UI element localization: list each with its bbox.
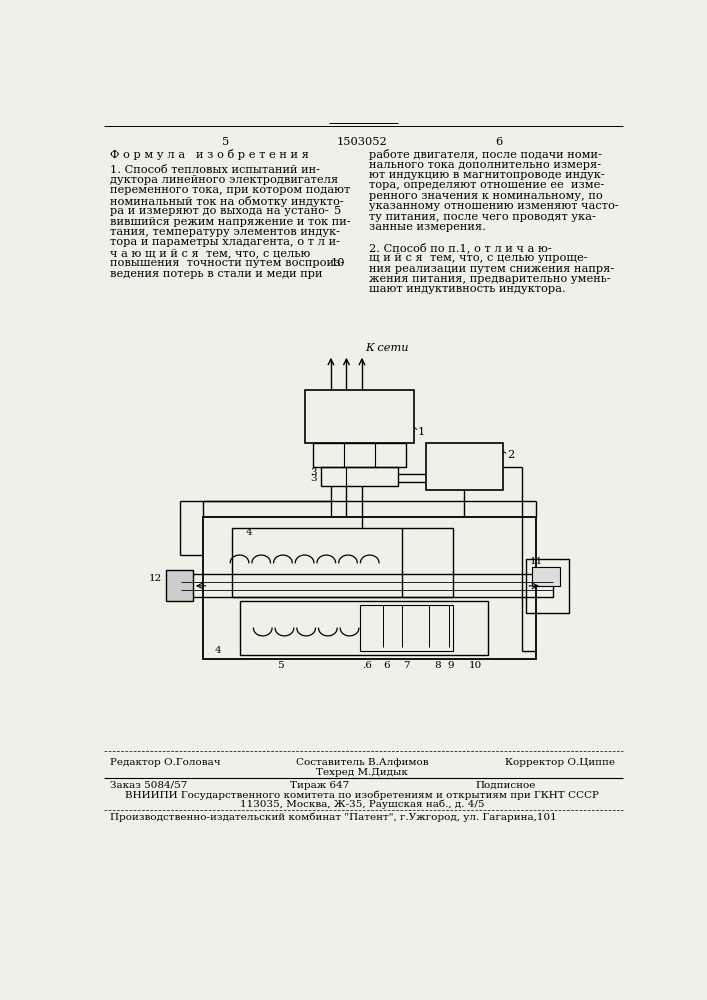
- Bar: [305, 389, 414, 443]
- Text: 5: 5: [222, 137, 229, 147]
- Text: указанному отношению изменяют часто-: указанному отношению изменяют часто-: [369, 201, 619, 211]
- Bar: [182, 574, 554, 597]
- Text: 7: 7: [403, 661, 409, 670]
- Text: Заказ 5084/57: Заказ 5084/57: [110, 781, 187, 790]
- Text: дуктора линейного электродвигателя: дуктора линейного электродвигателя: [110, 175, 339, 185]
- Text: щ и й с я  тем, что, с целью упроще-: щ и й с я тем, что, с целью упроще-: [369, 253, 588, 263]
- Bar: [321, 466, 398, 486]
- Bar: [166, 570, 193, 601]
- Text: Тираж 647: Тираж 647: [290, 781, 349, 790]
- Text: ч а ю щ и й с я  тем, что, с целью: ч а ю щ и й с я тем, что, с целью: [110, 248, 310, 258]
- Text: 3: 3: [310, 468, 317, 477]
- Text: Производственно-издательский комбинат "Патент", г.Ужгород, ул. Гагарина,101: Производственно-издательский комбинат "П…: [110, 813, 557, 822]
- Text: тора, определяют отношение ее  изме-: тора, определяют отношение ее изме-: [369, 180, 604, 190]
- Text: тания, температуру элементов индук-: тания, температуру элементов индук-: [110, 227, 340, 237]
- Text: вившийся режим напряжение и ток пи-: вившийся режим напряжение и ток пи-: [110, 217, 351, 227]
- Text: ния реализации путем снижения напря-: ния реализации путем снижения напря-: [369, 264, 614, 274]
- Bar: [426, 443, 503, 490]
- Text: ту питания, после чего проводят ука-: ту питания, после чего проводят ука-: [369, 212, 596, 222]
- Text: 1: 1: [418, 427, 425, 437]
- Text: номинальный ток на обмотку индукто-: номинальный ток на обмотку индукто-: [110, 196, 344, 207]
- Text: ВНИИПИ Государственного комитета по изобретениям и открытиям при ГКНТ СССР: ВНИИПИ Государственного комитета по изоб…: [125, 791, 599, 800]
- Bar: [360, 605, 452, 651]
- Text: 2. Способ по п.1, о т л и ч а ю-: 2. Способ по п.1, о т л и ч а ю-: [369, 243, 551, 254]
- Text: переменного тока, при котором подают: переменного тока, при котором подают: [110, 185, 351, 195]
- Text: 1. Способ тепловых испытаний ин-: 1. Способ тепловых испытаний ин-: [110, 165, 320, 175]
- Text: 6: 6: [496, 137, 503, 147]
- Text: 9: 9: [448, 661, 455, 670]
- Text: ют индукцию в магнитопроводе индук-: ют индукцию в магнитопроводе индук-: [369, 170, 604, 180]
- Text: 4: 4: [246, 528, 252, 537]
- Text: Техред М.Дидык: Техред М.Дидык: [316, 768, 408, 777]
- Text: 6: 6: [383, 661, 390, 670]
- Text: работе двигателя, после подачи номи-: работе двигателя, после подачи номи-: [369, 149, 602, 160]
- Text: повышения  точности путем воспроиз-: повышения точности путем воспроиз-: [110, 258, 344, 268]
- Text: К сети: К сети: [365, 343, 409, 353]
- Text: тора и параметры хладагента, о т л и-: тора и параметры хладагента, о т л и-: [110, 237, 340, 247]
- Text: 12: 12: [148, 574, 162, 583]
- Text: Составитель В.Алфимов: Составитель В.Алфимов: [296, 758, 428, 767]
- Bar: [526, 559, 569, 613]
- Text: 3: 3: [310, 474, 317, 483]
- Text: Корректор О.Циппе: Корректор О.Циппе: [506, 758, 615, 767]
- Text: 2: 2: [507, 450, 514, 460]
- Text: Ф о р м у л а   и з о б р е т е н и я: Ф о р м у л а и з о б р е т е н и я: [110, 149, 309, 160]
- Text: шают индуктивность индуктора.: шают индуктивность индуктора.: [369, 284, 566, 294]
- Bar: [313, 443, 406, 467]
- Text: 4: 4: [215, 646, 221, 655]
- Text: 1503052: 1503052: [337, 137, 387, 147]
- Text: 8: 8: [434, 661, 440, 670]
- Text: ра и измеряют до выхода на устано-: ра и измеряют до выхода на устано-: [110, 206, 329, 216]
- Text: Подписное: Подписное: [476, 781, 536, 790]
- Text: ведения потерь в стали и меди при: ведения потерь в стали и меди при: [110, 269, 322, 279]
- Text: жения питания, предварительно умень-: жения питания, предварительно умень-: [369, 274, 611, 284]
- Text: Редактор О.Головач: Редактор О.Головач: [110, 758, 221, 767]
- Bar: [203, 517, 537, 659]
- Text: 5: 5: [334, 206, 341, 216]
- Text: занные измерения.: занные измерения.: [369, 222, 486, 232]
- Text: нального тока дополнительно измеря-: нального тока дополнительно измеря-: [369, 160, 601, 170]
- Text: 10: 10: [469, 661, 482, 670]
- Bar: [240, 601, 488, 655]
- Text: 5: 5: [277, 661, 284, 670]
- Text: 11: 11: [530, 557, 544, 566]
- Text: 113035, Москва, Ж-35, Раушская наб., д. 4/5: 113035, Москва, Ж-35, Раушская наб., д. …: [240, 800, 484, 809]
- Text: .6: .6: [363, 661, 373, 670]
- Bar: [532, 567, 559, 586]
- Text: 10: 10: [331, 258, 345, 268]
- Bar: [232, 528, 452, 597]
- Text: ренного значения к номинальному, по: ренного значения к номинальному, по: [369, 191, 602, 201]
